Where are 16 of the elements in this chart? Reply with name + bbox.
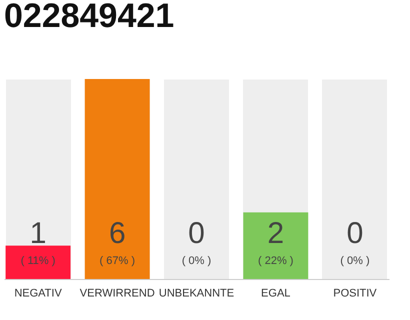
x-tick-label: UNBEKANNTE [158, 288, 234, 300]
annotation: ( 0% ) [340, 255, 370, 267]
data-label: 1 [30, 217, 46, 250]
data-label: 2 [267, 217, 284, 250]
x-tick-label: POSITIV [333, 288, 378, 300]
annotation: ( 22% ) [258, 255, 294, 267]
data-label: 0 [188, 217, 205, 250]
x-tick-label: NEGATIV [14, 288, 62, 300]
data-label: 0 [346, 217, 364, 250]
annotation: ( 11% ) [20, 255, 56, 267]
x-tick-label: EGAL [261, 288, 290, 300]
data-label: 6 [108, 217, 126, 250]
annotation: ( 67% ) [100, 255, 136, 267]
x-tick-label: VERWIRREND [80, 288, 155, 300]
chart-title: 022849421 [4, 0, 174, 35]
annotation: ( 0% ) [182, 255, 212, 267]
